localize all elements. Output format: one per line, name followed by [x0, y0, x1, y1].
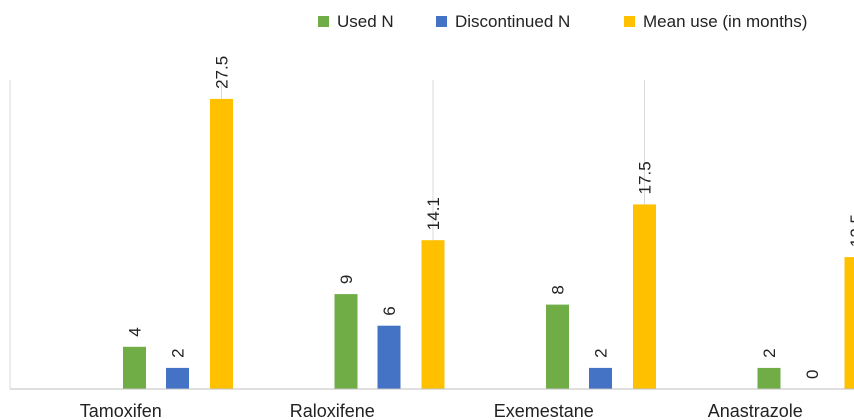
x-tick-label-anastrazole: Anastrazole: [708, 401, 803, 420]
data-label-used-n-exemestane: 8: [549, 285, 568, 294]
bar-mean-use-in-months-raloxifene: [421, 240, 445, 389]
legend-swatch-discontinued-n: [436, 16, 447, 27]
data-labels-group: 4 2 27.5 9 6 14.1 8 2 17.5 2 0 12.5: [126, 56, 854, 379]
bar-discontinued-n-exemestane: [589, 367, 612, 389]
bars-group: [123, 98, 854, 390]
data-label-used-n-tamoxifen: 4: [126, 327, 145, 336]
data-label-used-n-anastrazole: 2: [760, 348, 779, 357]
bar-discontinued-n-raloxifene: [377, 325, 401, 389]
data-label-discontinued-n-anastrazole: 0: [803, 370, 822, 379]
legend: Used N Discontinued N Mean use (in months): [318, 12, 807, 31]
bar-used-n-anastrazole: [757, 367, 781, 389]
bar-used-n-tamoxifen: [123, 346, 146, 389]
x-tick-label-exemestane: Exemestane: [494, 401, 594, 420]
data-label-mean-use-in-months-raloxifene: 14.1: [424, 197, 443, 230]
data-label-used-n-raloxifene: 9: [337, 275, 356, 284]
legend-label-used-n: Used N: [337, 12, 394, 31]
bar-discontinued-n-tamoxifen: [166, 367, 189, 389]
bar-used-n-exemestane: [546, 304, 569, 389]
data-label-discontinued-n-tamoxifen: 2: [169, 348, 188, 357]
x-tick-label-tamoxifen: Tamoxifen: [80, 401, 162, 420]
bar-used-n-raloxifene: [334, 294, 358, 390]
bar-mean-use-in-months-tamoxifen: [210, 98, 233, 390]
legend-label-mean-use-in-months: Mean use (in months): [643, 12, 807, 31]
x-axis-ticks: Tamoxifen Raloxifene Exemestane Anastrazole: [80, 401, 803, 420]
bar-mean-use-in-months-anastrazole: [844, 257, 854, 389]
x-tick-label-raloxifene: Raloxifene: [290, 401, 375, 420]
data-label-mean-use-in-months-tamoxifen: 27.5: [213, 56, 232, 89]
legend-swatch-used-n: [318, 16, 329, 27]
legend-label-discontinued-n: Discontinued N: [455, 12, 570, 31]
data-label-discontinued-n-raloxifene: 6: [380, 306, 399, 315]
data-label-mean-use-in-months-exemestane: 17.5: [636, 161, 655, 194]
data-label-mean-use-in-months-anastrazole: 12.5: [847, 214, 854, 247]
data-label-discontinued-n-exemestane: 2: [592, 348, 611, 357]
legend-swatch-mean-use-in-months: [624, 16, 635, 27]
bar-mean-use-in-months-exemestane: [633, 204, 656, 389]
